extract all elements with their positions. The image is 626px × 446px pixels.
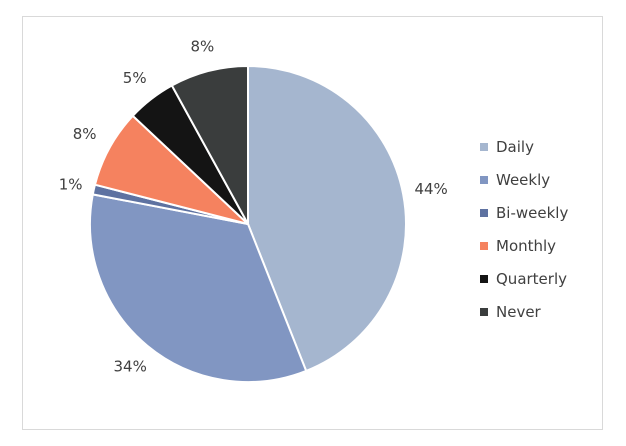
legend-label: Quarterly — [496, 269, 567, 288]
data-label-weekly: 34% — [113, 357, 146, 375]
legend-label: Monthly — [496, 236, 557, 255]
data-label-bi-weekly: 1% — [59, 175, 83, 193]
legend-item-weekly: Weekly — [480, 163, 568, 196]
legend-item-quarterly: Quarterly — [480, 262, 568, 295]
legend-swatch — [480, 208, 488, 217]
legend-swatch — [480, 274, 488, 283]
chart-legend: Daily Weekly Bi-weekly Monthly Quarterly Neve… — [480, 130, 568, 328]
data-label-quarterly: 5% — [123, 69, 147, 87]
legend-label: Bi-weekly — [496, 203, 569, 222]
legend-label: Daily — [496, 137, 534, 156]
data-label-monthly: 8% — [73, 125, 97, 143]
data-label-daily: 44% — [414, 180, 447, 198]
legend-item-monthly: Monthly — [480, 229, 568, 262]
legend-swatch — [480, 241, 488, 250]
pie-slice-daily — [247, 64, 407, 373]
legend-label: Weekly — [496, 170, 551, 189]
legend-swatch — [480, 175, 488, 184]
legend-item-bi-weekly: Bi-weekly — [480, 196, 568, 229]
legend-swatch — [480, 142, 488, 151]
legend-item-never: Never — [480, 295, 568, 328]
legend-swatch — [480, 307, 488, 316]
pie-slice-weekly — [89, 193, 308, 383]
pie-slice-never — [170, 64, 249, 225]
legend-label: Never — [496, 302, 541, 321]
legend-item-daily: Daily — [480, 130, 568, 163]
data-label-never: 8% — [191, 37, 215, 55]
